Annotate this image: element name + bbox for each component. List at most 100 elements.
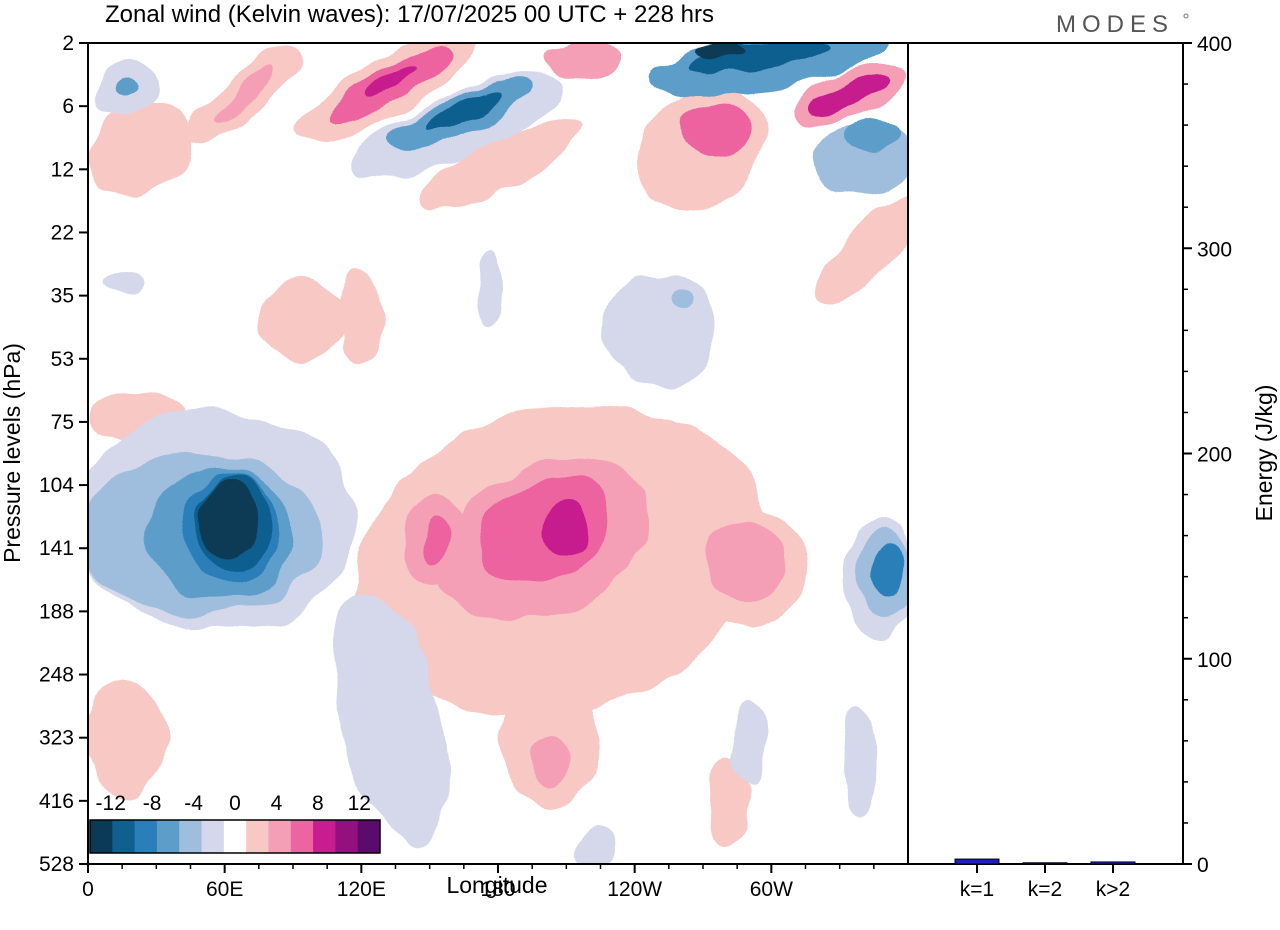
colorbar-swatch xyxy=(313,820,336,853)
y-tick-label: 22 xyxy=(51,221,74,244)
x-axis-ticks: 0 60E 120E 180 120W 60W xyxy=(82,864,875,901)
colorbar-swatch xyxy=(90,820,113,853)
colorbar-swatch xyxy=(223,820,247,853)
field-contour xyxy=(710,755,750,845)
field-contour xyxy=(570,825,620,864)
field-contour xyxy=(427,92,503,128)
energy-tick-label: 300 xyxy=(1197,238,1232,261)
field-contour xyxy=(88,680,165,800)
field-contour xyxy=(105,275,145,295)
y-axis-label: Pressure levels (hPa) xyxy=(0,343,25,563)
colorbar-tick-label: -12 xyxy=(96,792,126,815)
colorbar-tick-label: 8 xyxy=(312,792,324,815)
colorbar-swatch xyxy=(134,820,158,853)
y-tick-label: 141 xyxy=(39,537,74,560)
field-contour xyxy=(423,515,447,565)
field-contour xyxy=(363,68,417,102)
field-contour xyxy=(478,250,502,330)
field-contour xyxy=(88,102,195,198)
colorbar-swatch xyxy=(201,820,225,853)
field-contour xyxy=(331,593,449,847)
energy-tick-label: 100 xyxy=(1197,649,1232,672)
energy-tick-label: 200 xyxy=(1197,444,1232,467)
energy-bars xyxy=(954,858,1136,865)
field-contour xyxy=(202,480,258,560)
colorbar-tick-label: 4 xyxy=(271,792,283,815)
colorbar-swatch xyxy=(290,820,314,853)
y-tick-label: 2 xyxy=(62,32,74,55)
y-tick-label: 35 xyxy=(51,285,74,308)
field-contour xyxy=(338,265,382,365)
heatmap-plot: -12 -8 -4 0 4 8 12 0 60E 120E 180 120W 60W 2 6 12 22 35… xyxy=(0,32,909,901)
y-tick-label: 528 xyxy=(39,853,74,876)
colorbar-swatch xyxy=(335,820,359,853)
heatmap-field xyxy=(88,43,908,864)
colorbar-swatch xyxy=(156,820,180,853)
y-tick-label: 104 xyxy=(39,474,74,497)
field-contour xyxy=(255,280,345,360)
y-tick-label: 75 xyxy=(51,411,74,434)
energy-category-label: k>2 xyxy=(1096,878,1130,901)
energy-bar-plot: 0 100 200 300 400 k=1 k=2 k>2 Energy (J/kg) xyxy=(907,33,1277,901)
y-tick-label: 416 xyxy=(39,790,74,813)
brand-mark-icon xyxy=(1183,13,1189,19)
field-contour xyxy=(417,121,583,209)
x-tick-label: 180 xyxy=(480,878,515,901)
colorbar-swatch xyxy=(112,820,136,853)
field-contour xyxy=(113,80,137,100)
field-contour xyxy=(705,518,785,602)
y-tick-label: 12 xyxy=(51,158,74,181)
bar-frame xyxy=(907,42,1184,865)
colorbar-tick-label: -4 xyxy=(184,792,203,815)
colorbar-swatch xyxy=(179,820,203,853)
colorbar xyxy=(89,819,381,854)
energy-axis-label: Energy (J/kg) xyxy=(1251,385,1277,522)
x-tick-label: 60W xyxy=(750,878,793,901)
colorbar-swatch xyxy=(246,820,269,853)
field-contour xyxy=(735,700,765,780)
energy-category-label: k=2 xyxy=(1028,878,1062,901)
field-contour xyxy=(842,705,878,815)
energy-bar xyxy=(1090,861,1136,865)
field-contour xyxy=(668,290,692,310)
colorbar-swatch xyxy=(357,820,381,853)
field-contour xyxy=(213,68,277,122)
field-contour xyxy=(543,502,587,558)
x-tick-label: 60E xyxy=(206,878,243,901)
x-tick-label: 120W xyxy=(607,878,662,901)
y-tick-label: 323 xyxy=(39,727,74,750)
field-contour xyxy=(817,197,908,303)
x-tick-label: 0 xyxy=(82,878,94,901)
energy-category-labels: k=1 k=2 k>2 xyxy=(960,864,1130,901)
colorbar-tick-label: -8 xyxy=(143,792,162,815)
field-contour xyxy=(680,105,750,155)
colorbar-tick-label: 12 xyxy=(348,792,371,815)
colorbar-swatch xyxy=(268,820,292,853)
field-contour xyxy=(875,542,905,598)
field-contour xyxy=(532,732,568,788)
y-tick-label: 188 xyxy=(39,600,74,623)
y-tick-label: 6 xyxy=(62,95,74,118)
field-contour xyxy=(812,77,888,113)
field-contour xyxy=(845,120,895,150)
energy-bar xyxy=(1022,862,1068,865)
energy-tick-label: 0 xyxy=(1197,854,1209,877)
brand-logo: MODES xyxy=(1056,11,1174,38)
energy-bar xyxy=(954,858,1000,865)
x-axis-label: Longitude xyxy=(446,872,547,898)
field-contour xyxy=(690,43,830,73)
field-contour xyxy=(545,43,625,76)
energy-category-label: k=1 xyxy=(960,878,994,901)
colorbar-tick-labels: -12 -8 -4 0 4 8 12 xyxy=(96,792,371,815)
energy-axis-ticks: 0 100 200 300 400 xyxy=(1183,33,1232,877)
y-tick-label: 53 xyxy=(51,348,74,371)
field-contour xyxy=(695,44,745,60)
y-tick-label: 248 xyxy=(39,664,74,687)
y-axis-ticks: 2 6 12 22 35 53 75 104 141 188 248 323 416 528 xyxy=(39,32,88,876)
chart-title: Zonal wind (Kelvin waves): 17/07/2025 00… xyxy=(105,1,714,28)
energy-tick-label: 400 xyxy=(1197,33,1232,56)
colorbar-tick-label: 0 xyxy=(229,792,241,815)
colorbar-border xyxy=(89,819,381,854)
x-tick-label: 120E xyxy=(337,878,386,901)
